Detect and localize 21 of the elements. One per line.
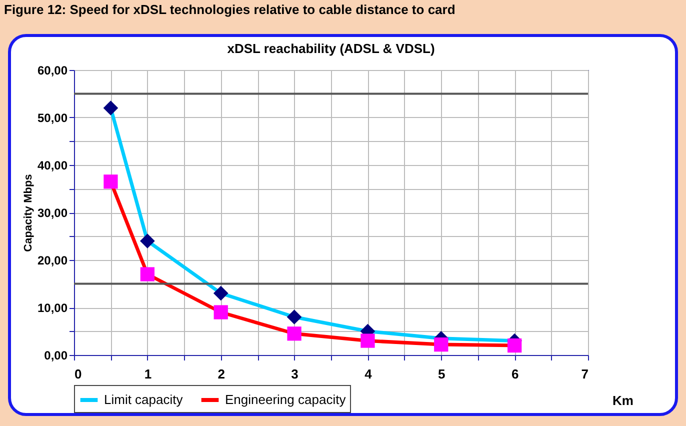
y-tick-label: 0,00 (44, 348, 68, 362)
y-tick-label: 30,00 (37, 206, 68, 220)
y-tick-label: 40,00 (37, 158, 68, 172)
y-tick-label: 50,00 (37, 111, 68, 125)
legend-label: Limit capacity (104, 392, 184, 407)
y-tick-label: 20,00 (37, 254, 68, 268)
x-tick-label: 0 (74, 366, 82, 382)
x-tick-label: 6 (511, 366, 519, 382)
x-tick-label: 7 (581, 366, 588, 382)
y-tick-label: 10,00 (37, 301, 68, 315)
x-tick-label: 2 (218, 366, 225, 382)
y-axis-title: Capacity Mbps (22, 174, 34, 252)
x-tick-label: 3 (291, 366, 298, 382)
legend-label: Engineering capacity (225, 392, 346, 407)
x-axis-title: Km (612, 393, 634, 408)
x-tick-label: 1 (144, 366, 152, 382)
x-tick-label: 4 (364, 366, 373, 382)
caption: Figure 12: Speed for xDSL technologies relative to cable distance to card (3, 1, 456, 19)
chart-title: xDSL reachability (ADSL & VDSL) (227, 41, 435, 56)
y-tick-label: 60,00 (37, 64, 68, 78)
x-tick-label: 5 (438, 366, 446, 382)
